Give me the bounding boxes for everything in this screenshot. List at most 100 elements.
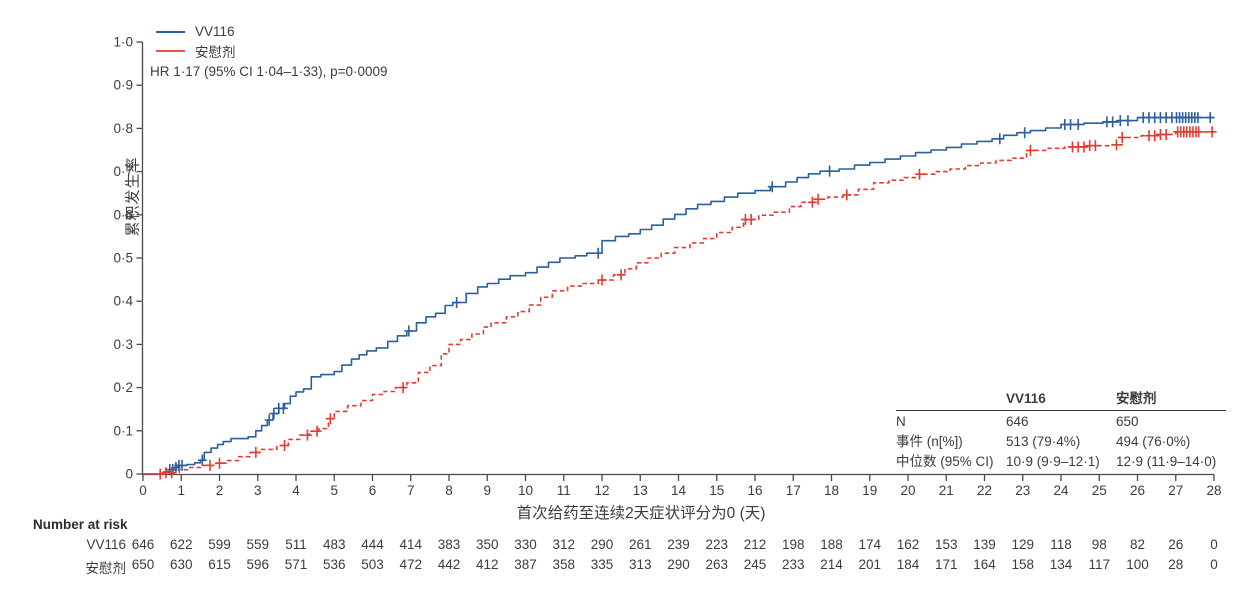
- placebo-censor-mark-icon: [251, 446, 261, 458]
- chart-legend: VV116 安慰剂: [156, 22, 236, 60]
- risk-count: 412: [475, 556, 499, 572]
- stats-n-placebo: 650: [1116, 414, 1139, 429]
- placebo-censor-mark-icon: [1117, 131, 1127, 143]
- x-tick-label: 27: [1168, 483, 1183, 498]
- number-at-risk-title: Number at risk: [33, 517, 128, 532]
- risk-count: 559: [246, 537, 270, 552]
- x-tick-label: 13: [633, 483, 648, 498]
- legend-item-vv116: VV116: [156, 22, 236, 41]
- y-tick-label: 0·4: [113, 294, 133, 309]
- x-tick-label: 23: [1015, 483, 1030, 498]
- risk-count: 245: [743, 556, 767, 572]
- risk-count: 171: [934, 556, 958, 572]
- risk-count: 214: [820, 556, 843, 572]
- vv116-line-swatch-icon: [156, 30, 185, 33]
- risk-count: 0: [1210, 537, 1218, 552]
- placebo-censor-mark-icon: [215, 457, 224, 469]
- risk-count: 129: [1011, 537, 1035, 552]
- placebo-censor-mark-icon: [746, 214, 756, 226]
- placebo-censor-mark-icon: [155, 468, 165, 480]
- vv116-censor-mark-icon: [1123, 115, 1133, 127]
- placebo-censor-mark-icon: [302, 429, 312, 441]
- x-tick-label: 16: [747, 483, 762, 498]
- vv116-censor-mark-icon: [177, 459, 187, 471]
- placebo-censor-mark-icon: [597, 274, 607, 286]
- x-tick-label: 24: [1053, 483, 1069, 498]
- placebo-censor-mark-icon: [398, 382, 408, 394]
- risk-count: 139: [973, 537, 996, 552]
- stats-row-n: N 646 650: [896, 413, 1226, 431]
- risk-count: 615: [208, 556, 231, 572]
- y-tick-label: 0·7: [113, 164, 133, 179]
- placebo-censor-mark-icon: [807, 196, 817, 208]
- x-tick-label: 26: [1130, 483, 1145, 498]
- risk-count: 596: [246, 556, 270, 572]
- placebo-censor-mark-icon: [813, 193, 823, 205]
- summary-stats-table: VV116 安慰剂 N 646 650 事件 (n[%]) 513 (79·4%…: [896, 390, 1226, 471]
- risk-count: 162: [896, 537, 920, 552]
- y-tick-label: 0·2: [113, 380, 133, 395]
- x-tick-label: 14: [671, 483, 687, 498]
- x-tick-label: 12: [594, 483, 609, 498]
- x-tick-label: 17: [786, 483, 801, 498]
- risk-count: 313: [628, 556, 652, 572]
- stats-row-median: 中位数 (95% CI) 10·9 (9·9–12·1) 12·9 (11·9–…: [896, 453, 1226, 471]
- vv116-censor-mark-icon: [264, 414, 274, 426]
- stats-label-events: 事件 (n[%]): [896, 434, 963, 449]
- x-tick-label: 19: [862, 483, 877, 498]
- risk-count: 387: [514, 556, 537, 572]
- placebo-censor-mark-icon: [616, 269, 626, 281]
- stats-median-placebo: 12·9 (11·9–14·0): [1116, 454, 1217, 469]
- risk-count: 233: [781, 556, 805, 572]
- placebo-censor-mark-icon: [1207, 126, 1217, 138]
- vv116-censor-mark-icon: [995, 133, 1005, 145]
- risk-count: 158: [1011, 556, 1035, 572]
- vv116-censor-mark-icon: [593, 247, 603, 259]
- vv116-censor-mark-icon: [278, 402, 288, 414]
- stats-header-vv116: VV116: [1006, 391, 1046, 406]
- stats-events-placebo: 494 (76·0%): [1116, 434, 1191, 449]
- y-tick-label: 0·3: [113, 337, 133, 352]
- risk-count: 212: [743, 537, 767, 552]
- y-tick-label: 0·6: [113, 207, 133, 222]
- vv116-censor-mark-icon: [1020, 127, 1030, 139]
- stats-header-blank: [896, 390, 1006, 408]
- risk-count: 599: [208, 537, 231, 552]
- stats-median-vv116: 10·9 (9·9–12·1): [1006, 454, 1100, 469]
- x-tick-label: 5: [330, 483, 338, 498]
- placebo-censor-mark-icon: [325, 413, 335, 425]
- risk-count: 503: [361, 556, 384, 572]
- stats-header-placebo: 安慰剂: [1116, 391, 1157, 406]
- risk-count: 82: [1129, 537, 1146, 552]
- risk-count: 198: [781, 537, 805, 552]
- vv116-censor-mark-icon: [767, 181, 777, 193]
- placebo-censor-mark-icon: [312, 425, 322, 437]
- x-tick-label: 18: [824, 483, 839, 498]
- risk-count: 646: [131, 537, 155, 552]
- y-tick-label: 1·0: [113, 35, 133, 50]
- vv116-censor-mark-icon: [825, 165, 835, 177]
- risk-count: 290: [667, 556, 690, 572]
- risk-count: 536: [322, 556, 346, 572]
- vv116-censor-mark-icon: [1108, 116, 1118, 128]
- risk-count: 622: [169, 537, 193, 552]
- risk-count: 571: [284, 556, 308, 572]
- vv116-censor-mark-icon: [197, 454, 207, 466]
- risk-count: 223: [705, 537, 729, 552]
- stats-n-vv116: 646: [1006, 414, 1029, 429]
- risk-count: 28: [1168, 556, 1184, 572]
- x-tick-label: 20: [900, 483, 915, 498]
- risk-count: 174: [858, 537, 882, 552]
- x-tick-label: 11: [557, 483, 571, 498]
- y-tick-label: 0·9: [113, 78, 133, 93]
- vv116-censor-mark-icon: [404, 325, 414, 337]
- risk-count: 239: [667, 537, 690, 552]
- risk-count: 26: [1168, 537, 1184, 552]
- risk-row-label: VV116: [86, 537, 126, 552]
- x-axis-title: 首次给药至连续2天症状评分为0 (天): [516, 505, 766, 522]
- risk-count: 442: [437, 556, 461, 572]
- x-tick-label: 2: [216, 483, 224, 498]
- risk-count: 383: [437, 537, 461, 552]
- risk-count: 164: [973, 556, 996, 572]
- risk-count: 630: [169, 556, 193, 572]
